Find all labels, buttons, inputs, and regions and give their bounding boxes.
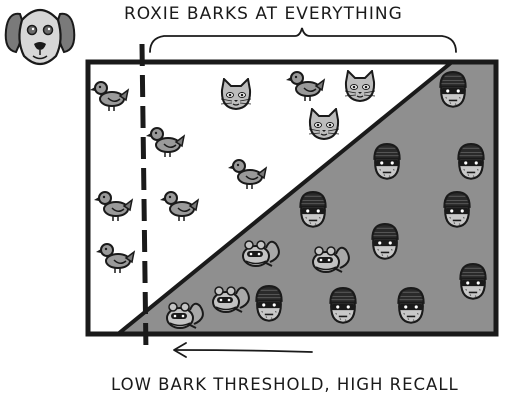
burglar-face-icon (255, 285, 283, 322)
arrow-left-icon (173, 342, 313, 358)
burglar-face-icon (459, 263, 487, 300)
threshold-caption: LOW BARK THRESHOLD, HIGH RECALL (111, 375, 459, 394)
diagram-title: ROXIE BARKS AT EVERYTHING (124, 4, 403, 24)
classification-frame (85, 59, 499, 337)
frame-border (85, 59, 499, 337)
burglar-face-icon (373, 143, 401, 180)
burglar-face-icon (299, 191, 327, 228)
burglar-face-icon (443, 191, 471, 228)
burglar-face-icon (329, 287, 357, 324)
burglar-face-icon (397, 287, 425, 324)
dog-face-icon (4, 8, 76, 66)
burglar-face-icon (439, 71, 467, 108)
title-bracket (149, 27, 457, 53)
threshold-line (139, 43, 149, 355)
burglar-face-icon (371, 223, 399, 260)
burglar-face-icon (457, 143, 485, 180)
diagonal-divider (116, 60, 454, 336)
